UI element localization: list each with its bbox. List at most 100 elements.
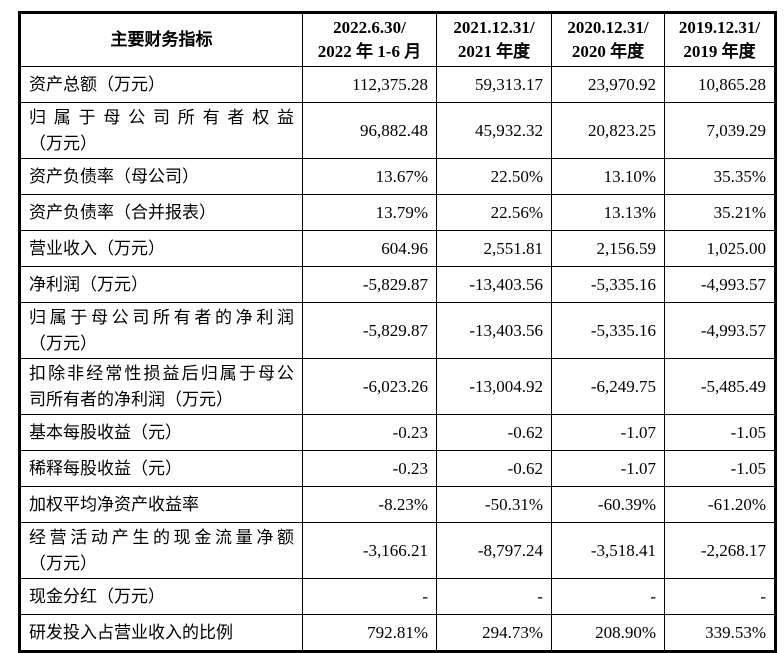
value-cell-2019: -61.20% (664, 486, 776, 523)
indicator-label-line: 净利润（万元） (29, 274, 148, 294)
table-row: 资产负债率（合并报表） 13.79% 22.56% 13.13% 35.21% (19, 194, 776, 231)
header-indicator-label: 主要财务指标 (110, 30, 213, 50)
indicator-label-line: 资产负债率（母公司） (29, 166, 199, 186)
value-cell-2020: 23,970.92 (551, 66, 665, 103)
indicator-label-cell: 资产总额（万元） (19, 66, 303, 103)
table-row: 基本每股收益（元） -0.23 -0.62 -1.07 -1.05 (19, 414, 776, 451)
table-row: 稀释每股收益（元） -0.23 -0.62 -1.07 -1.05 (19, 450, 776, 487)
value-cell-2019: -1.05 (664, 414, 776, 451)
table-header: 主要财务指标 2022.6.30/ 2022 年 1-6 月 2021.12.3… (19, 12, 776, 67)
indicator-label-cell: 归属于母公司所有者的净利润 （万元） (19, 302, 303, 359)
value-cell-2020: -3,518.41 (551, 522, 665, 579)
header-period-2022h1-range: 2022 年 1-6 月 (317, 42, 422, 61)
header-period-2020-range: 2020 年度 (571, 42, 645, 61)
value-cell-2020: -6,249.75 (551, 358, 665, 415)
value-cell-2021: -13,403.56 (436, 266, 552, 303)
indicator-label-line: 资产负债率（合并报表） (29, 202, 216, 222)
value-cell-2019: -2,268.17 (664, 522, 776, 579)
value-cell-2020: 208.90% (551, 614, 665, 652)
value-cell-2021: -13,004.92 (436, 358, 552, 415)
indicator-label-line: 加权平均净资产收益率 (29, 494, 199, 514)
header-period-2021-range: 2021 年度 (457, 42, 531, 61)
header-cell-period-2021: 2021.12.31/ 2021 年度 (436, 12, 552, 67)
value-cell-2022h1: -5,829.87 (302, 266, 437, 303)
table-row: 资产总额（万元） 112,375.28 59,313.17 23,970.92 … (19, 66, 776, 103)
indicator-label-cell: 加权平均净资产收益率 (19, 486, 303, 523)
indicator-label-line: （万元） (29, 333, 97, 353)
indicator-label-cell: 基本每股收益（元） (19, 414, 303, 451)
value-cell-2020: - (551, 578, 665, 615)
indicator-label-cell: 经营活动产生的现金流量净额 （万元） (19, 522, 303, 579)
value-cell-2019: 339.53% (664, 614, 776, 652)
value-cell-2019: 35.21% (664, 194, 776, 231)
value-cell-2022h1: -8.23% (302, 486, 437, 523)
value-cell-2022h1: -0.23 (302, 414, 437, 451)
table-body: 资产总额（万元） 112,375.28 59,313.17 23,970.92 … (19, 66, 776, 652)
indicator-label-line: 营业收入（万元） (29, 238, 165, 258)
value-cell-2020: -5,335.16 (551, 302, 665, 359)
value-cell-2022h1: 792.81% (302, 614, 437, 652)
table-row: 归属于母公司所有者的净利润 （万元） -5,829.87 -13,403.56 -… (19, 302, 776, 359)
header-cell-period-2020: 2020.12.31/ 2020 年度 (551, 12, 665, 67)
indicator-label-line: 研发投入占营业收入的比例 (29, 622, 233, 642)
header-period-2019-range: 2019 年度 (683, 42, 756, 61)
value-cell-2020: 13.13% (551, 194, 665, 231)
value-cell-2020: 20,823.25 (551, 102, 665, 159)
value-cell-2022h1: -6,023.26 (302, 358, 437, 415)
value-cell-2019: 7,039.29 (664, 102, 776, 159)
value-cell-2021: - (436, 578, 552, 615)
indicator-label-line: 基本每股收益（元） (29, 422, 182, 442)
table-row: 净利润（万元） -5,829.87 -13,403.56 -5,335.16 -… (19, 266, 776, 303)
value-cell-2021: 2,551.81 (436, 230, 552, 267)
indicator-label-cell: 资产负债率（母公司） (19, 158, 303, 195)
value-cell-2021: -0.62 (436, 450, 552, 487)
value-cell-2020: -1.07 (551, 414, 665, 451)
value-cell-2021: 45,932.32 (436, 102, 552, 159)
value-cell-2022h1: 604.96 (302, 230, 437, 267)
value-cell-2021: -8,797.24 (436, 522, 552, 579)
value-cell-2020: -5,335.16 (551, 266, 665, 303)
value-cell-2019: -4,993.57 (664, 266, 776, 303)
value-cell-2021: 22.56% (436, 194, 552, 231)
table-row: 现金分红（万元） - - - - (19, 578, 776, 615)
value-cell-2019: 1,025.00 (664, 230, 776, 267)
value-cell-2022h1: 13.79% (302, 194, 437, 231)
value-cell-2019: 35.35% (664, 158, 776, 195)
table-row: 资产负债率（母公司） 13.67% 22.50% 13.10% 35.35% (19, 158, 776, 195)
header-period-2021-date: 2021.12.31/ (453, 18, 535, 38)
indicator-label-cell: 净利润（万元） (19, 266, 303, 303)
value-cell-2020: -60.39% (551, 486, 665, 523)
header-period-2022h1-date: 2022.6.30/ (333, 18, 406, 38)
value-cell-2019: -1.05 (664, 450, 776, 487)
indicator-label-cell: 扣除非经常性损益后归属于母公 司所有者的净利润（万元） (19, 358, 303, 415)
header-cell-period-2019: 2019.12.31/ 2019 年度 (664, 12, 776, 67)
value-cell-2022h1: 13.67% (302, 158, 437, 195)
table-row: 扣除非经常性损益后归属于母公 司所有者的净利润（万元） -6,023.26 -13… (19, 358, 776, 415)
table-row: 研发投入占营业收入的比例 792.81% 294.73% 208.90% 339… (19, 614, 776, 652)
value-cell-2021: 294.73% (436, 614, 552, 652)
header-period-2020-date: 2020.12.31/ (567, 18, 649, 38)
value-cell-2022h1: -3,166.21 (302, 522, 437, 579)
indicator-label-cell: 稀释每股收益（元） (19, 450, 303, 487)
indicator-label-cell: 营业收入（万元） (19, 230, 303, 267)
value-cell-2022h1: -5,829.87 (302, 302, 437, 359)
indicator-label-line: （万元） (29, 553, 97, 573)
value-cell-2019: 10,865.28 (664, 66, 776, 103)
value-cell-2021: 59,313.17 (436, 66, 552, 103)
header-period-2019-date: 2019.12.31/ (678, 18, 761, 38)
indicator-label-cell: 现金分红（万元） (19, 578, 303, 615)
financial-indicators-table: 主要财务指标 2022.6.30/ 2022 年 1-6 月 2021.12.3… (18, 11, 777, 653)
value-cell-2019: - (664, 578, 776, 615)
indicator-label-line: 归属于母公司所有者的净利润 (29, 308, 294, 327)
value-cell-2021: -0.62 (436, 414, 552, 451)
value-cell-2020: -1.07 (551, 450, 665, 487)
value-cell-2021: -13,403.56 (436, 302, 552, 359)
header-cell-indicator: 主要财务指标 (19, 12, 303, 67)
table-header-row: 主要财务指标 2022.6.30/ 2022 年 1-6 月 2021.12.3… (19, 12, 776, 67)
indicator-label-line: 经营活动产生的现金流量净额 (29, 528, 294, 547)
indicator-label-line: 稀释每股收益（元） (29, 458, 182, 478)
table-row: 归属于母公司所有者权益 （万元） 96,882.48 45,932.32 20,8… (19, 102, 776, 159)
indicator-label-cell: 研发投入占营业收入的比例 (19, 614, 303, 652)
value-cell-2022h1: -0.23 (302, 450, 437, 487)
value-cell-2020: 2,156.59 (551, 230, 665, 267)
